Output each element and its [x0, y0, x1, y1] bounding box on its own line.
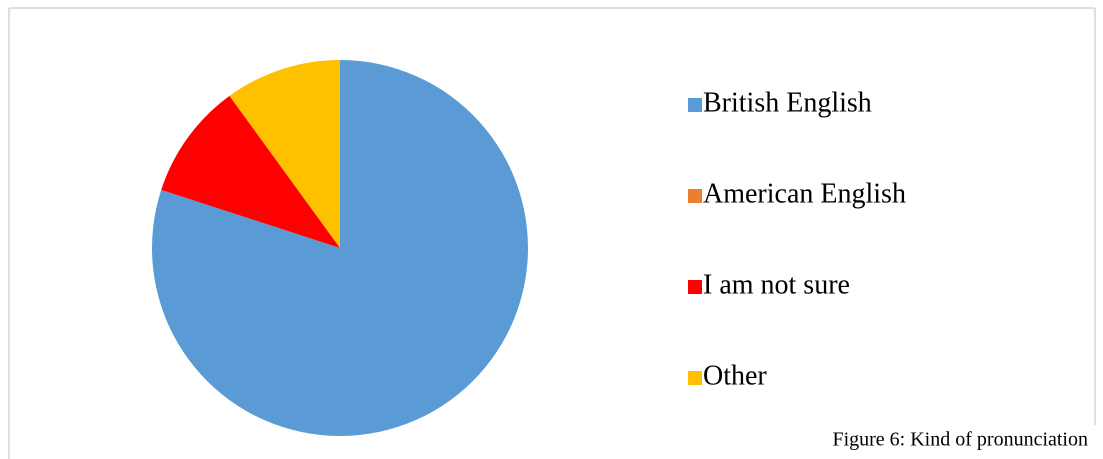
legend-swatch	[688, 189, 702, 203]
pie-slice	[229, 59, 340, 248]
legend-label: Other	[703, 360, 767, 391]
legend-label: I am not sure	[703, 269, 850, 300]
legend-label: British English	[703, 87, 872, 118]
legend-swatch	[688, 280, 702, 294]
legend-label: American English	[703, 178, 906, 209]
caption: Figure 6: Kind of pronunciation	[832, 429, 1088, 451]
legend-swatch	[688, 98, 702, 112]
pie-slice	[161, 95, 340, 248]
legend-swatch	[688, 371, 702, 385]
